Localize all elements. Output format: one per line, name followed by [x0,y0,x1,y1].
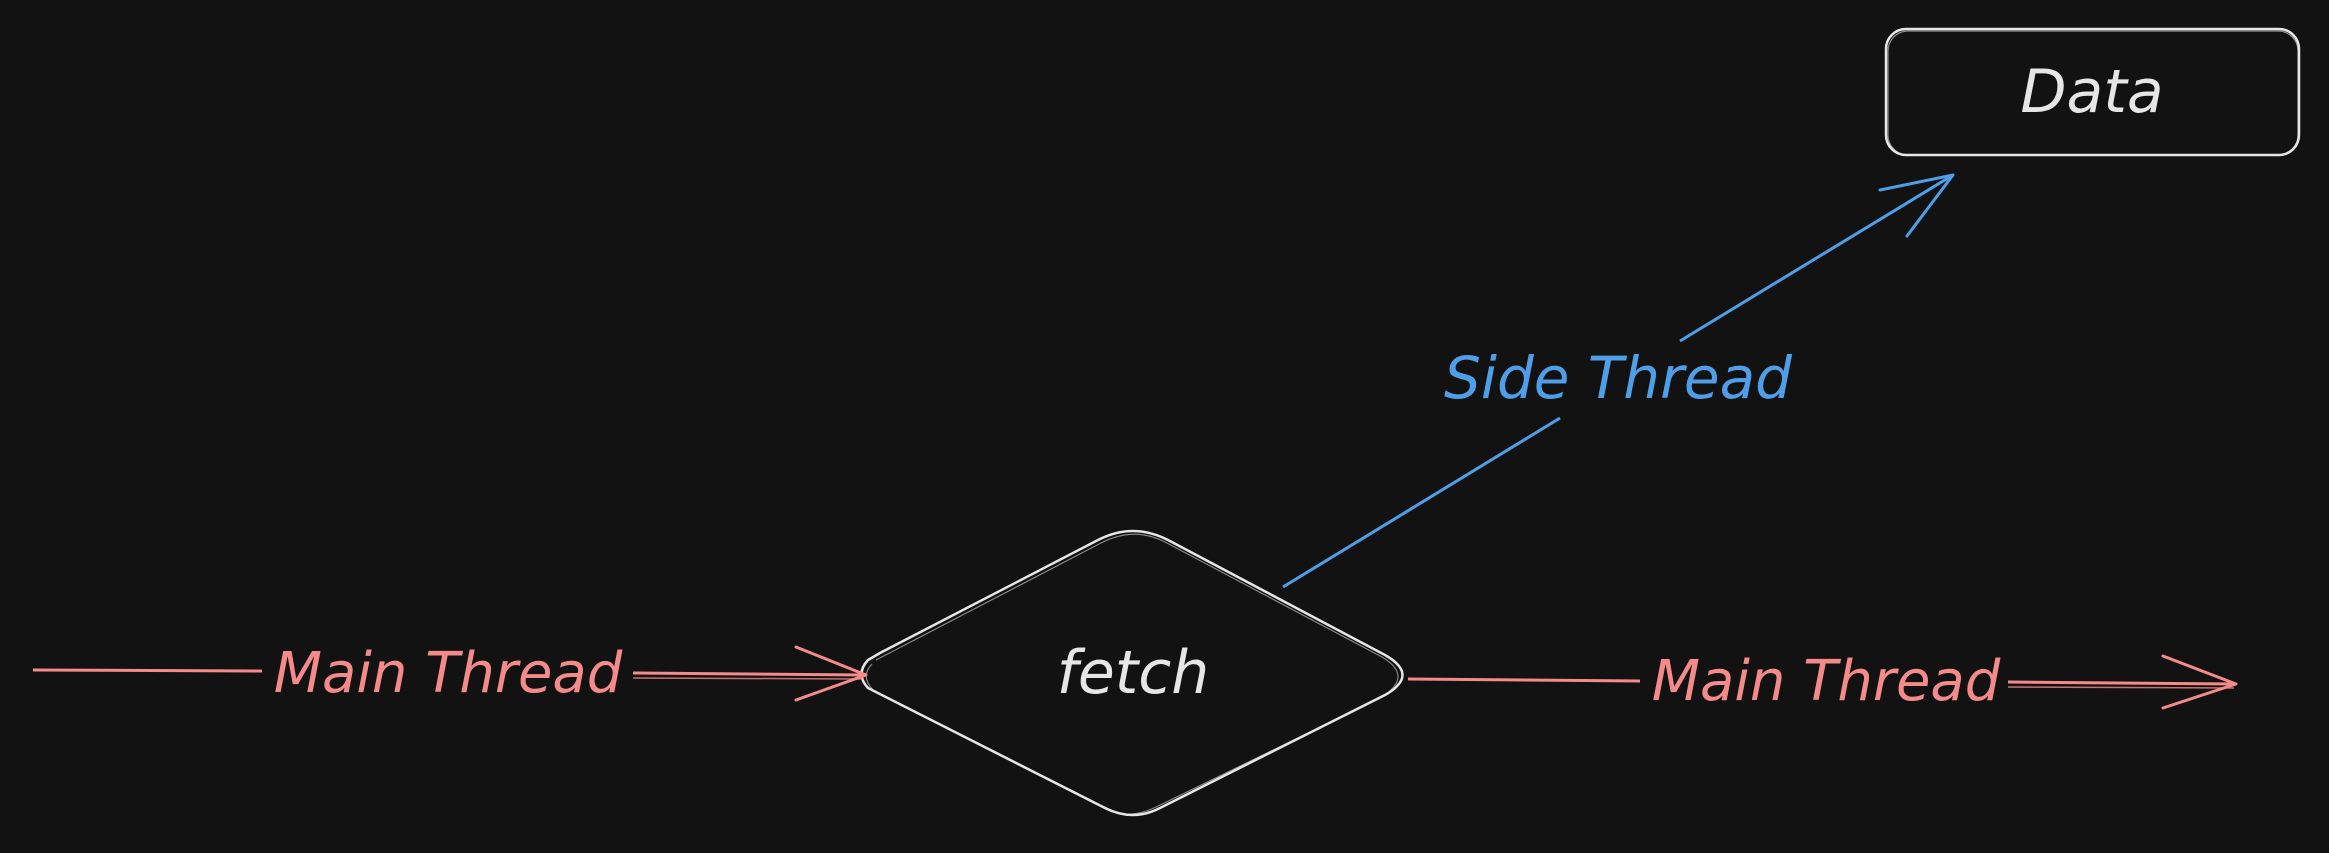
data-node: Data [1884,27,2301,157]
fetch-node-label: fetch [1057,638,1210,708]
main-thread-in-arrowhead [794,645,868,702]
main-thread-out-line-end-sketch [2007,686,2235,689]
main-thread-in-label: Main Thread [274,641,623,706]
side-thread-label: Side Thread [1444,344,1793,412]
main-thread-in-edge: Main Thread [32,641,868,706]
main-thread-in-line-end [632,671,867,677]
data-node-label: Data [2020,57,2163,127]
data-node-box-sketch [1887,30,2299,156]
side-thread-line-lower [1282,416,1561,589]
side-thread-arrowhead [1878,173,1955,238]
side-thread-edge: Side Thread [1282,173,1955,589]
main-thread-out-arrowhead [2161,654,2238,710]
main-thread-out-line-end [2007,680,2237,686]
main-thread-in-line-start [32,668,263,673]
fetch-node: fetch [860,529,1404,817]
fetch-node-diamond-sketch [865,533,1399,815]
side-thread-line-upper [1679,173,1954,343]
main-thread-out-line-start [1407,677,1641,683]
main-thread-out-edge: Main Thread [1407,649,2238,714]
main-thread-out-label: Main Thread [1652,649,2001,714]
main-thread-in-line-end-sketch [632,677,865,680]
